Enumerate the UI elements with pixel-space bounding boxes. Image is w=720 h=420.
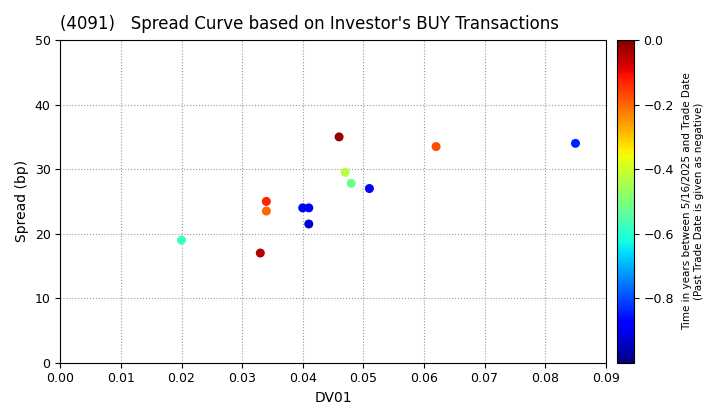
Y-axis label: Time in years between 5/16/2025 and Trade Date
(Past Trade Date is given as nega: Time in years between 5/16/2025 and Trad… bbox=[682, 73, 703, 330]
Point bbox=[333, 134, 345, 140]
X-axis label: DV01: DV01 bbox=[314, 391, 352, 405]
Point bbox=[431, 143, 442, 150]
Point bbox=[364, 185, 375, 192]
Point bbox=[261, 198, 272, 205]
Text: (4091)   Spread Curve based on Investor's BUY Transactions: (4091) Spread Curve based on Investor's … bbox=[60, 15, 559, 33]
Point bbox=[176, 237, 187, 244]
Point bbox=[570, 140, 581, 147]
Point bbox=[297, 205, 308, 211]
Point bbox=[255, 249, 266, 256]
Point bbox=[303, 220, 315, 227]
Point bbox=[303, 205, 315, 211]
Y-axis label: Spread (bp): Spread (bp) bbox=[15, 160, 29, 242]
Point bbox=[261, 208, 272, 215]
Point bbox=[346, 180, 357, 187]
Point bbox=[339, 169, 351, 176]
